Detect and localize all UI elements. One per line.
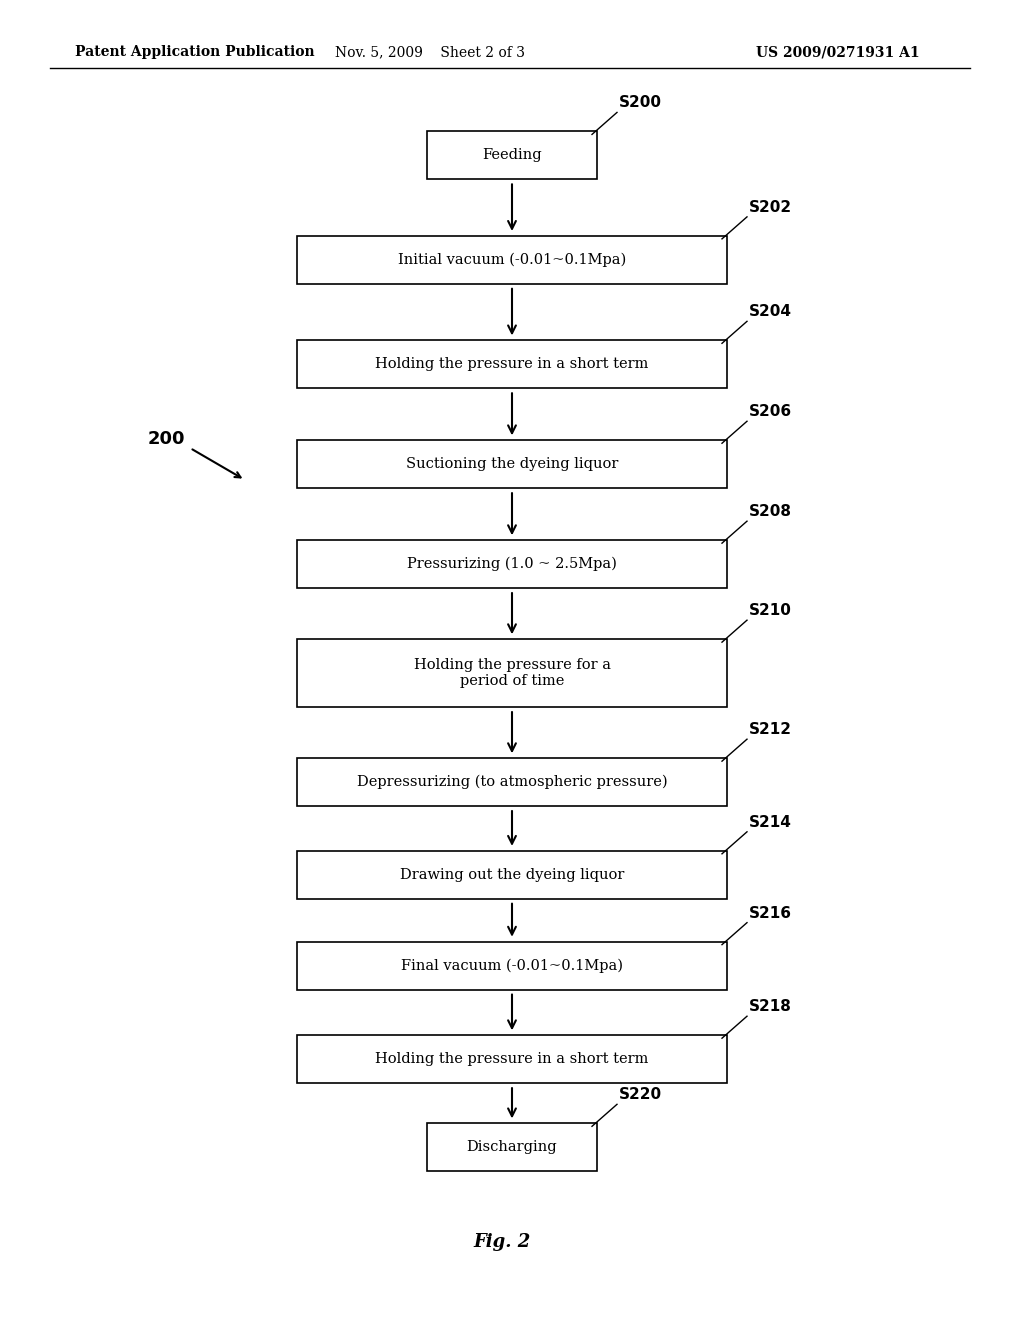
Text: Suctioning the dyeing liquor: Suctioning the dyeing liquor — [406, 457, 618, 471]
Bar — [297, 1035, 727, 1084]
Text: S204: S204 — [749, 305, 792, 319]
Text: Feeding: Feeding — [482, 148, 542, 162]
Text: Holding the pressure in a short term: Holding the pressure in a short term — [376, 358, 648, 371]
Text: S202: S202 — [749, 199, 793, 215]
Text: S208: S208 — [749, 504, 792, 519]
Text: Holding the pressure in a short term: Holding the pressure in a short term — [376, 1052, 648, 1067]
Text: Drawing out the dyeing liquor: Drawing out the dyeing liquor — [399, 867, 625, 882]
Text: S216: S216 — [749, 906, 792, 920]
Text: S212: S212 — [749, 722, 792, 737]
Bar — [297, 341, 727, 388]
Bar — [297, 758, 727, 807]
Bar — [427, 132, 597, 180]
Text: Initial vacuum (-0.01~0.1Mpa): Initial vacuum (-0.01~0.1Mpa) — [398, 252, 626, 267]
Text: S220: S220 — [618, 1088, 663, 1102]
Bar — [297, 941, 727, 990]
Text: S214: S214 — [749, 814, 792, 830]
Text: Final vacuum (-0.01~0.1Mpa): Final vacuum (-0.01~0.1Mpa) — [401, 958, 623, 973]
Text: Depressurizing (to atmospheric pressure): Depressurizing (to atmospheric pressure) — [356, 775, 668, 789]
Text: US 2009/0271931 A1: US 2009/0271931 A1 — [757, 45, 920, 59]
Bar — [297, 851, 727, 899]
Text: Discharging: Discharging — [467, 1140, 557, 1154]
Text: S206: S206 — [749, 404, 793, 420]
Text: S210: S210 — [749, 603, 792, 618]
Bar — [297, 236, 727, 284]
Text: Nov. 5, 2009    Sheet 2 of 3: Nov. 5, 2009 Sheet 2 of 3 — [335, 45, 525, 59]
Text: S218: S218 — [749, 999, 792, 1014]
Bar — [427, 1123, 597, 1171]
Text: 200: 200 — [148, 430, 185, 447]
Text: Fig. 2: Fig. 2 — [473, 1233, 530, 1251]
Bar — [297, 441, 727, 488]
Text: Holding the pressure for a
period of time: Holding the pressure for a period of tim… — [414, 659, 610, 688]
Text: Patent Application Publication: Patent Application Publication — [75, 45, 314, 59]
Bar — [297, 639, 727, 708]
Bar — [297, 540, 727, 589]
Text: S200: S200 — [618, 95, 662, 111]
Text: Pressurizing (1.0 ~ 2.5Mpa): Pressurizing (1.0 ~ 2.5Mpa) — [408, 557, 616, 572]
